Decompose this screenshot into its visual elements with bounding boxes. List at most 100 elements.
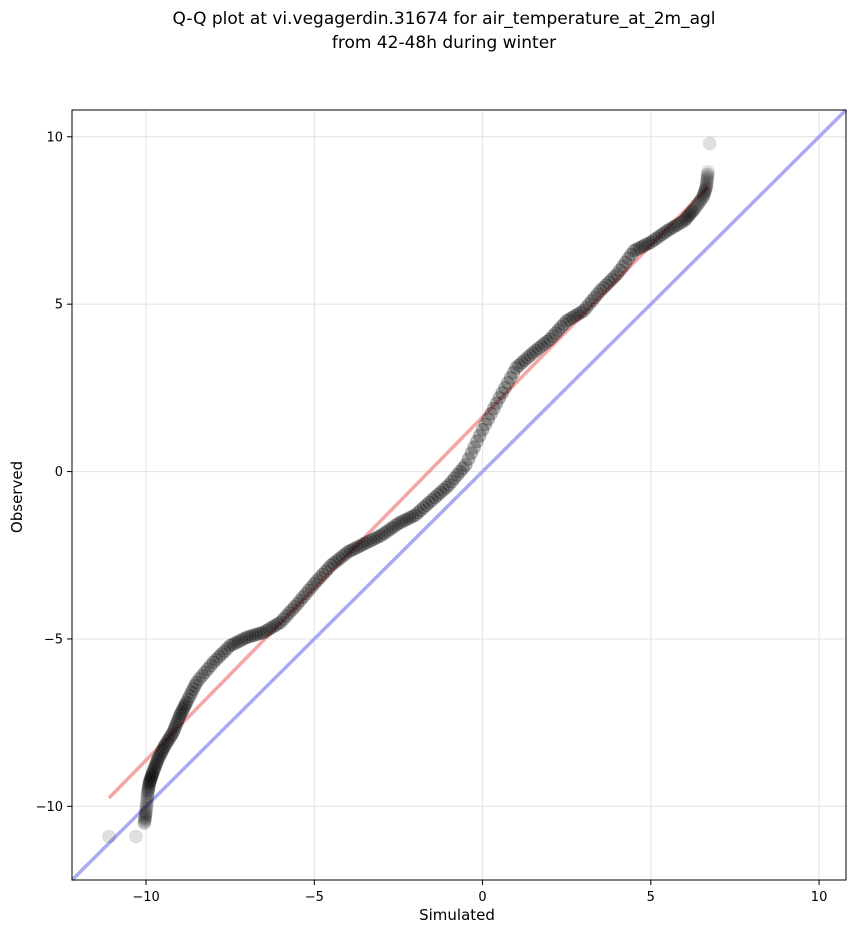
data-point (576, 303, 591, 318)
x-tick-label: −10 (132, 890, 159, 905)
data-point (141, 781, 156, 795)
data-point (380, 524, 395, 539)
data-point (176, 702, 190, 717)
data-point (621, 251, 636, 266)
data-point (456, 461, 470, 476)
x-tick-label: −5 (305, 890, 324, 905)
data-point (318, 564, 333, 579)
data-point (102, 829, 116, 844)
data-point (329, 553, 344, 568)
data-point (296, 590, 310, 605)
data-point (355, 538, 369, 552)
data-point (248, 627, 263, 642)
data-point (461, 452, 476, 466)
data-point (173, 706, 188, 721)
data-point (699, 177, 714, 192)
data-point (629, 242, 644, 257)
data-point (321, 561, 336, 576)
data-point (439, 480, 454, 495)
data-point (470, 434, 484, 449)
data-point (700, 170, 715, 184)
data-point (256, 625, 271, 640)
data-point (160, 734, 175, 749)
data-point (143, 772, 158, 787)
data-point (419, 498, 434, 512)
reference-lines (70, 108, 848, 882)
data-point (343, 543, 358, 558)
data-point (237, 631, 252, 646)
data-point (556, 317, 571, 331)
data-point (495, 385, 510, 400)
data-point (408, 508, 423, 522)
data-point (573, 305, 588, 320)
data-point (690, 197, 705, 212)
data-point (610, 267, 625, 281)
identity-line (70, 108, 848, 882)
data-point (526, 345, 540, 360)
data-point (641, 236, 655, 251)
data-point (298, 586, 313, 601)
data-point (413, 503, 428, 517)
data-point (492, 391, 507, 405)
data-point (399, 512, 414, 527)
data-point (163, 730, 178, 745)
data-point (360, 535, 375, 550)
data-point (240, 630, 254, 645)
data-point (209, 652, 224, 667)
data-point (587, 290, 602, 305)
data-point (150, 752, 165, 767)
data-point (643, 235, 658, 250)
data-point (436, 483, 451, 497)
data-point (332, 551, 347, 566)
data-point (687, 201, 702, 216)
data-point (251, 627, 266, 641)
data-point (559, 314, 574, 328)
data-point (157, 739, 172, 753)
data-point (433, 485, 448, 500)
data-point (139, 801, 154, 816)
data-point (697, 185, 712, 199)
data-point (170, 714, 185, 729)
data-point (696, 188, 711, 203)
data-point (363, 533, 378, 548)
data-point (568, 308, 582, 323)
data-point (489, 396, 504, 411)
data-point (187, 678, 202, 693)
data-point (450, 468, 465, 482)
data-point (604, 272, 619, 287)
data-point (273, 615, 288, 630)
data-point (164, 728, 179, 742)
data-point (635, 239, 650, 254)
data-point (540, 334, 554, 349)
data-point (144, 769, 159, 784)
data-point (195, 668, 210, 683)
data-point (613, 263, 627, 278)
x-axis-ticks: −10 −5 0 5 10 (132, 880, 827, 905)
data-point (458, 457, 473, 472)
data-point (282, 606, 296, 620)
data-point (138, 812, 152, 827)
data-point (385, 520, 400, 535)
data-point (374, 528, 389, 543)
data-point (145, 765, 160, 780)
data-point (226, 637, 240, 652)
data-point (425, 493, 439, 507)
data-point (346, 542, 361, 557)
data-point (369, 531, 383, 545)
data-point (181, 692, 196, 707)
data-point (405, 509, 420, 524)
data-point (472, 428, 487, 443)
data-point (178, 697, 193, 712)
data-point (138, 810, 153, 825)
data-point (276, 612, 291, 627)
x-tick-label: 0 (478, 890, 486, 905)
data-point (512, 358, 526, 373)
data-point (147, 761, 162, 776)
data-point (649, 231, 664, 246)
data-point (352, 539, 367, 554)
data-point (148, 759, 163, 774)
data-point (506, 365, 521, 380)
data-point (693, 194, 708, 208)
data-point (141, 784, 155, 799)
